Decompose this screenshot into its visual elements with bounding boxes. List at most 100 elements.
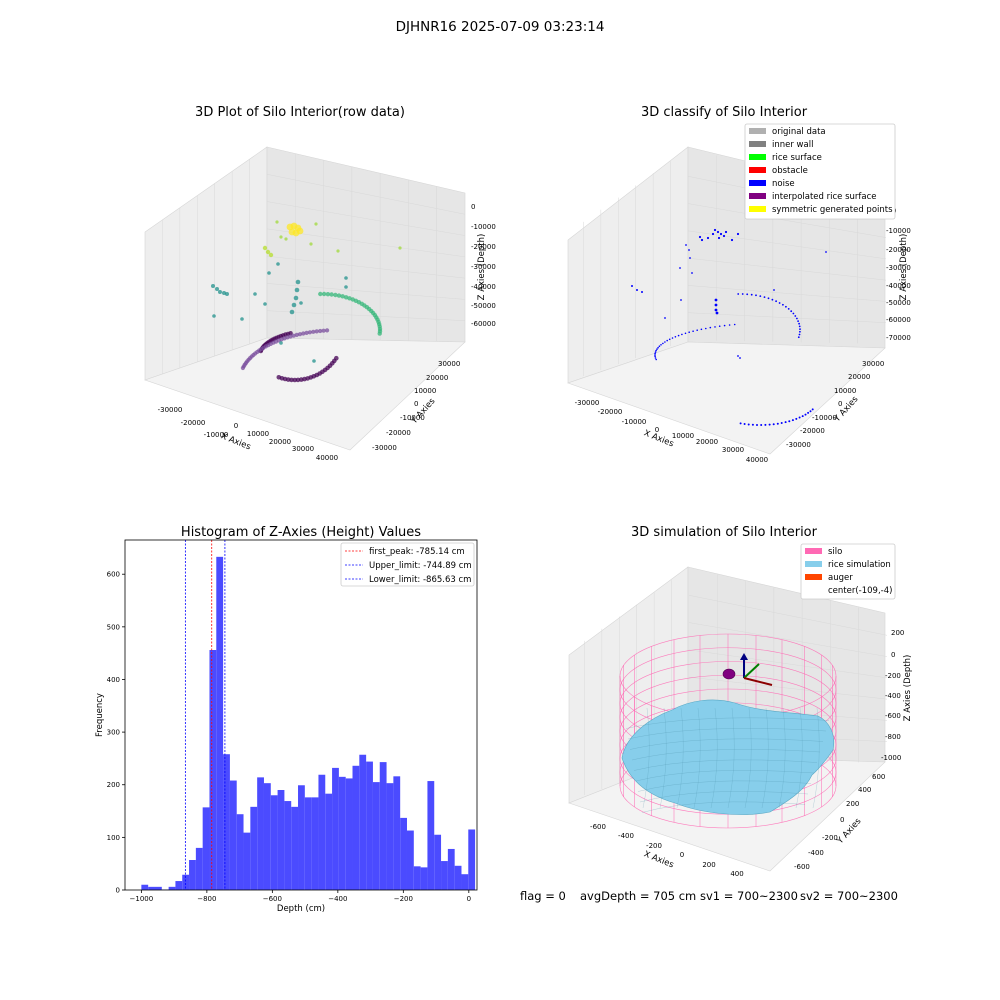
sim-x-tick: -200 (646, 842, 662, 850)
cls-z-tick: -10000 (886, 227, 911, 235)
rice-surface-mesh (778, 707, 786, 809)
cls-z-tick: -40000 (886, 282, 911, 290)
noise-point (685, 244, 687, 246)
noise-point (796, 317, 798, 320)
sim-y-tick: -200 (822, 834, 838, 842)
noise-point (790, 310, 793, 313)
noise-point (755, 294, 757, 297)
histogram-bar (454, 865, 462, 890)
rice-surface-mesh (625, 717, 830, 729)
noise-point (763, 296, 766, 298)
panel-histogram: Histogram of Z-Axies (Height) Values −10… (95, 525, 478, 914)
cls-z-axis-label: Z Axies (Depth) (899, 234, 909, 301)
raw-data-point (318, 291, 323, 297)
noise-point (736, 232, 740, 236)
raw-data-point (334, 355, 339, 361)
legend-label-rice-simulation: rice simulation (828, 560, 891, 570)
cls-y-tick: -30000 (786, 441, 811, 449)
noise-point (715, 311, 719, 315)
noise-point (717, 236, 721, 240)
sim-z-tick: -600 (885, 712, 901, 720)
cls-y-tick: 20000 (848, 373, 870, 381)
raw-data-point (312, 359, 316, 363)
histogram-axes-frame (124, 539, 478, 891)
rice-surface-mesh (642, 707, 650, 809)
noise-point (772, 423, 775, 426)
raw-data-point (291, 333, 296, 338)
legend-swatch-auger (805, 574, 822, 580)
status-sv1: sv1 = 700~2300 (700, 889, 798, 903)
rice-surface-body (621, 699, 835, 815)
histogram-bar (311, 797, 319, 890)
simulation-y-ticks: -600 -400 -200 0 200 400 600 (794, 773, 885, 871)
noise-point (787, 308, 790, 310)
raw-data-point (340, 294, 345, 299)
grid-line (687, 203, 887, 238)
histogram-y-ticks: 0 100 200 300 400 500 600 (107, 571, 125, 895)
histogram-y-tick-label: 300 (107, 729, 120, 737)
raw-y-tick: 10000 (414, 387, 436, 395)
raw-data-point (267, 271, 271, 275)
histogram-bar (216, 556, 224, 890)
noise-point (760, 424, 763, 426)
legend-swatch-original-data (749, 128, 766, 134)
raw-data-point (218, 290, 222, 294)
histogram-bar (318, 774, 326, 890)
histogram-y-tick-label: 600 (107, 571, 120, 579)
histogram-bar (359, 754, 367, 890)
rice-surface-mesh (637, 780, 812, 792)
raw-data-point (289, 309, 295, 315)
histogram-bar (372, 782, 380, 890)
raw-z-tick: -50000 (471, 302, 496, 310)
raw-data-point (344, 276, 348, 280)
noise-point (807, 411, 810, 414)
legend-label-symmetric-generated-points: symmetric generated points (772, 205, 893, 215)
noise-point (795, 417, 798, 420)
raw-data-point (307, 330, 312, 335)
histogram-bar (257, 777, 264, 890)
noise-point (728, 324, 731, 326)
raw-y-tick: 0 (414, 400, 418, 408)
noise-point (801, 415, 804, 418)
cls-x-tick: 30000 (722, 446, 744, 454)
raw-data-point (321, 328, 326, 333)
sim-y-tick: -600 (794, 863, 810, 871)
histogram-bar (352, 765, 360, 890)
noise-point (798, 322, 800, 325)
raw-data-point (377, 331, 382, 336)
histogram-bar (325, 793, 333, 890)
noise-point (714, 303, 718, 307)
legend-label-interpolated-rice-surface: interpolated rice surface (772, 192, 877, 202)
sim-z-tick: -1000 (881, 754, 901, 762)
simulation-title: 3D simulation of Silo Interior (631, 525, 818, 540)
histogram-bar (229, 780, 237, 890)
legend-label-lower-limit: Lower_limit: -865.63 cm (369, 575, 471, 585)
raw-data-point (211, 284, 215, 288)
cls-y-tick: -20000 (800, 427, 825, 435)
noise-point (658, 345, 661, 348)
histogram-bar (434, 834, 442, 890)
sim-x-tick: 0 (680, 851, 684, 859)
histogram-bar (338, 776, 346, 890)
raw-data-point (398, 246, 402, 250)
noise-point (739, 422, 742, 425)
legend-label-obstacle: obstacle (772, 166, 808, 176)
rice-surface-mesh (627, 728, 827, 740)
noise-point (677, 334, 680, 337)
noise-point (654, 352, 656, 355)
raw-data-point (215, 287, 219, 291)
noise-point (671, 337, 674, 339)
legend-swatch-rice-surface (749, 154, 766, 160)
cls-z-tick: -70000 (886, 334, 911, 342)
raw-data-point (336, 249, 340, 253)
raw-data-point (263, 302, 267, 306)
histogram-legend-frame (340, 542, 475, 587)
grid-line (688, 676, 888, 700)
rice-surface-mesh (639, 791, 809, 803)
raw-scatter-panes (144, 146, 466, 451)
histogram-bar (366, 761, 373, 890)
legend-label-upper-limit: Upper_limit: -744.89 cm (369, 561, 472, 571)
histogram-bar (270, 795, 278, 890)
noise-point (641, 291, 643, 293)
noise-point (716, 230, 720, 234)
